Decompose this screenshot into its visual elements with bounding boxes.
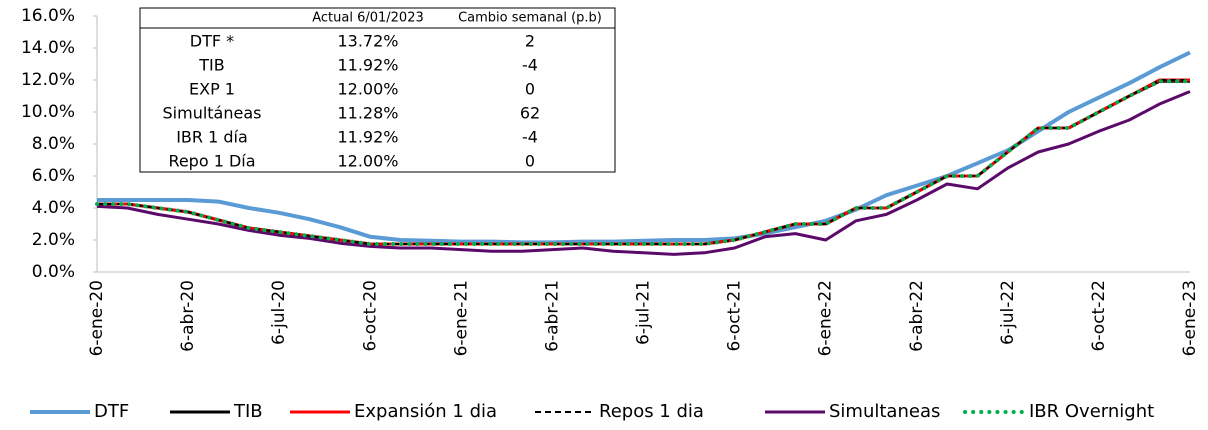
x-tick-label: 6-oct-22 xyxy=(1089,280,1109,351)
table-cell: Repo 1 Día xyxy=(168,152,255,171)
x-tick-label: 6-oct-20 xyxy=(360,280,380,351)
x-tick-label: 6-abr-21 xyxy=(542,280,562,352)
legend-label: Repos 1 dia xyxy=(599,401,704,422)
x-tick-label: 6-ene-20 xyxy=(87,280,107,356)
table-cell: 0 xyxy=(525,152,535,171)
table-cell: 11.92% xyxy=(337,56,398,75)
table-cell: 2 xyxy=(525,32,535,51)
line-4 xyxy=(96,90,1191,256)
table-cell: IBR 1 día xyxy=(176,128,248,147)
x-tick-label: 6-ene-23 xyxy=(1180,280,1200,356)
y-tick-label: 6.0% xyxy=(32,166,75,186)
x-tick-label: 6-jul-22 xyxy=(998,280,1018,345)
table-cell: 0 xyxy=(525,80,535,99)
x-tick-label: 6-abr-22 xyxy=(907,280,927,352)
y-tick-label: 8.0% xyxy=(32,134,75,154)
table-cell: EXP 1 xyxy=(189,80,235,99)
line-5 xyxy=(95,79,1192,246)
legend-label: TIB xyxy=(233,401,263,422)
x-tick-label: 6-jul-21 xyxy=(634,280,654,345)
x-tick-label: 6-oct-21 xyxy=(725,280,745,351)
table-cell: Simultáneas xyxy=(163,104,262,123)
x-tick-label: 6-ene-22 xyxy=(816,280,836,356)
y-tick-label: 10.0% xyxy=(21,102,75,122)
table-cell: -4 xyxy=(522,128,538,147)
x-tick-label: 6-jul-20 xyxy=(269,280,289,345)
y-tick-label: 4.0% xyxy=(32,198,75,218)
y-tick-label: 0.0% xyxy=(32,262,75,282)
legend-label: Simultaneas xyxy=(829,401,940,422)
legend-label: IBR Overnight xyxy=(1029,401,1154,422)
table-header: Cambio semanal (p.b) xyxy=(458,11,602,26)
y-tick-label: 16.0% xyxy=(21,6,75,26)
table-cell: -4 xyxy=(522,56,538,75)
x-tick-label: 6-ene-21 xyxy=(451,280,471,356)
y-tick-label: 12.0% xyxy=(21,70,75,90)
legend-label: Expansión 1 dia xyxy=(354,401,497,422)
table-cell: 12.00% xyxy=(337,80,398,99)
table-cell: 62 xyxy=(520,104,540,123)
table-cell: 12.00% xyxy=(337,152,398,171)
y-tick-label: 14.0% xyxy=(21,38,75,58)
table-cell: 11.28% xyxy=(337,104,398,123)
table-cell: TIB xyxy=(198,56,224,75)
table-box xyxy=(139,7,616,173)
legend-label: DTF xyxy=(94,401,129,422)
x-tick-label: 6-abr-20 xyxy=(178,280,198,352)
y-tick-label: 2.0% xyxy=(32,230,75,250)
table-header: Actual 6/01/2023 xyxy=(312,11,424,26)
table-cell: 11.92% xyxy=(337,128,398,147)
table-cell: DTF * xyxy=(190,32,234,51)
table-cell: 13.72% xyxy=(337,32,398,51)
